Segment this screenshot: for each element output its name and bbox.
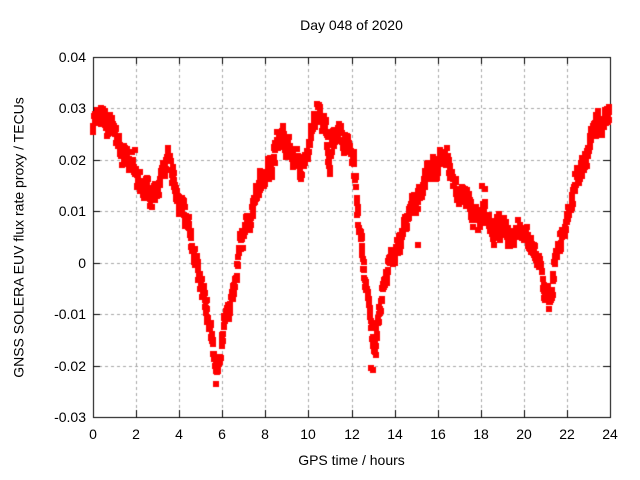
x-tick-label: 14 bbox=[387, 426, 403, 442]
x-tick-label: 0 bbox=[89, 426, 97, 442]
y-tick-label: 0 bbox=[78, 255, 86, 271]
x-tick-label: 8 bbox=[261, 426, 269, 442]
x-tick-label: 10 bbox=[300, 426, 316, 442]
y-tick-label: -0.01 bbox=[54, 306, 86, 322]
x-tick-label: 12 bbox=[344, 426, 360, 442]
x-tick-label: 2 bbox=[132, 426, 140, 442]
y-tick-label: 0.02 bbox=[58, 152, 86, 168]
x-tick-label: 6 bbox=[218, 426, 226, 442]
x-tick-label: 24 bbox=[602, 426, 618, 442]
y-tick-label: 0.04 bbox=[58, 49, 86, 65]
x-tick-label: 16 bbox=[430, 426, 446, 442]
chart-title: Day 048 of 2020 bbox=[300, 17, 403, 33]
x-tick-label: 18 bbox=[473, 426, 489, 442]
y-tick-label: 0.01 bbox=[58, 203, 86, 219]
x-tick-label: 20 bbox=[516, 426, 532, 442]
y-tick-label: -0.02 bbox=[54, 358, 86, 374]
y-axis-title: GNSS SOLERA EUV flux rate proxy / TECUs bbox=[10, 97, 27, 378]
y-tick-label: 0.03 bbox=[58, 100, 86, 116]
x-tick-label: 22 bbox=[559, 426, 575, 442]
x-axis-title: GPS time / hours bbox=[298, 452, 405, 468]
y-tick-label: -0.03 bbox=[54, 409, 86, 425]
x-tick-label: 4 bbox=[175, 426, 183, 442]
